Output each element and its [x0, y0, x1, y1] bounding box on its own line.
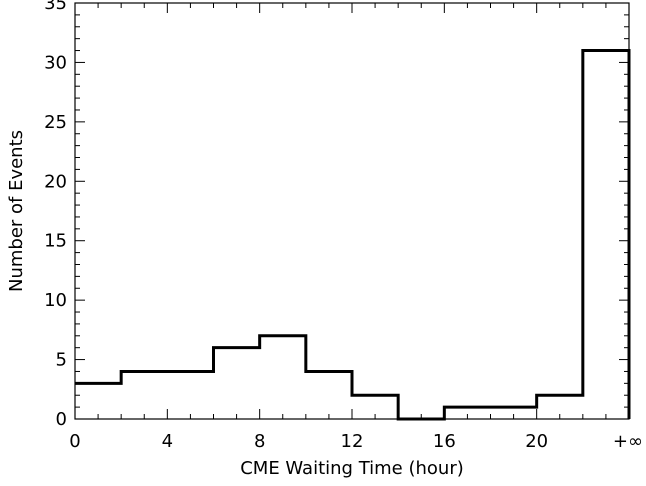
y-tick-label: 10: [44, 290, 67, 311]
x-tick-label: 12: [341, 431, 364, 452]
x-tick-label: +∞: [613, 431, 643, 452]
histogram-step-line: [75, 49, 631, 421]
y-tick-label: 20: [44, 171, 67, 192]
axis-ticks: [74, 2, 630, 420]
y-tick-label: 5: [56, 350, 67, 371]
x-tick-label: 8: [254, 431, 265, 452]
x-axis-label: CME Waiting Time (hour): [240, 458, 464, 479]
x-tick-label: 4: [162, 431, 173, 452]
y-axis-label: Number of Events: [6, 130, 27, 292]
x-tick-label: 20: [525, 431, 548, 452]
y-tick-label: 0: [56, 409, 67, 430]
x-tick-label: 0: [69, 431, 80, 452]
y-tick-label: 30: [44, 52, 67, 73]
y-tick-label: 25: [44, 112, 67, 133]
plot-frame: [74, 2, 630, 420]
plot-border: [74, 2, 630, 420]
y-tick-label: 35: [44, 0, 67, 14]
tick-labels: 0 4 8 12 16 20 +∞ 0 5 10 15 20 25 30 35: [44, 0, 643, 452]
y-tick-label: 15: [44, 231, 67, 252]
x-tick-label: 16: [433, 431, 456, 452]
